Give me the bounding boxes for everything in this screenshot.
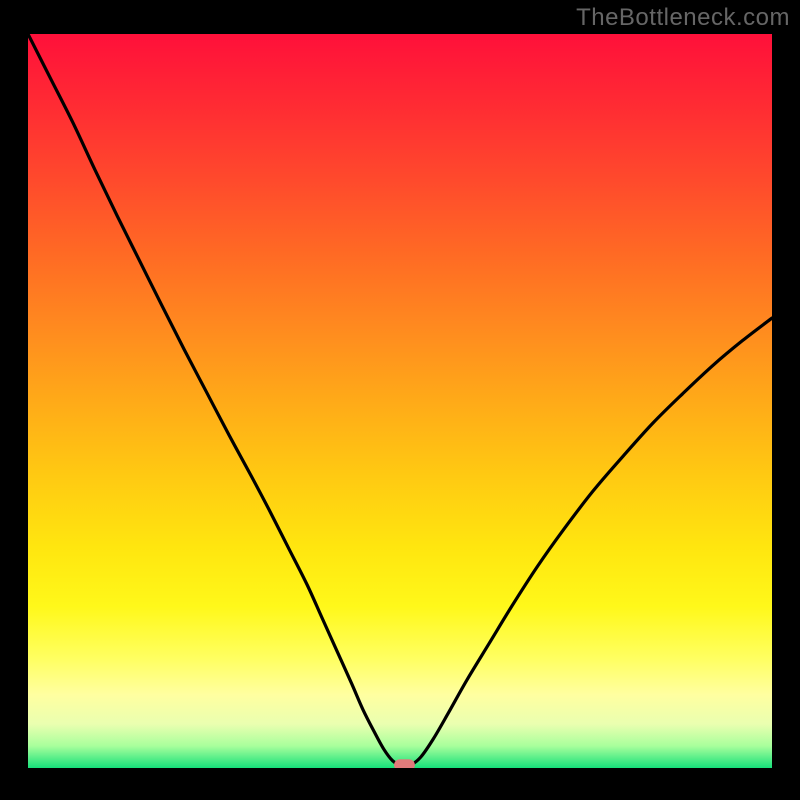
optimal-point-marker [394, 759, 415, 768]
watermark-text: TheBottleneck.com [576, 4, 790, 32]
plot-area [28, 34, 772, 768]
chart-background [28, 34, 772, 768]
chart-frame: TheBottleneck.com [0, 0, 800, 800]
bottleneck-chart [28, 34, 772, 768]
